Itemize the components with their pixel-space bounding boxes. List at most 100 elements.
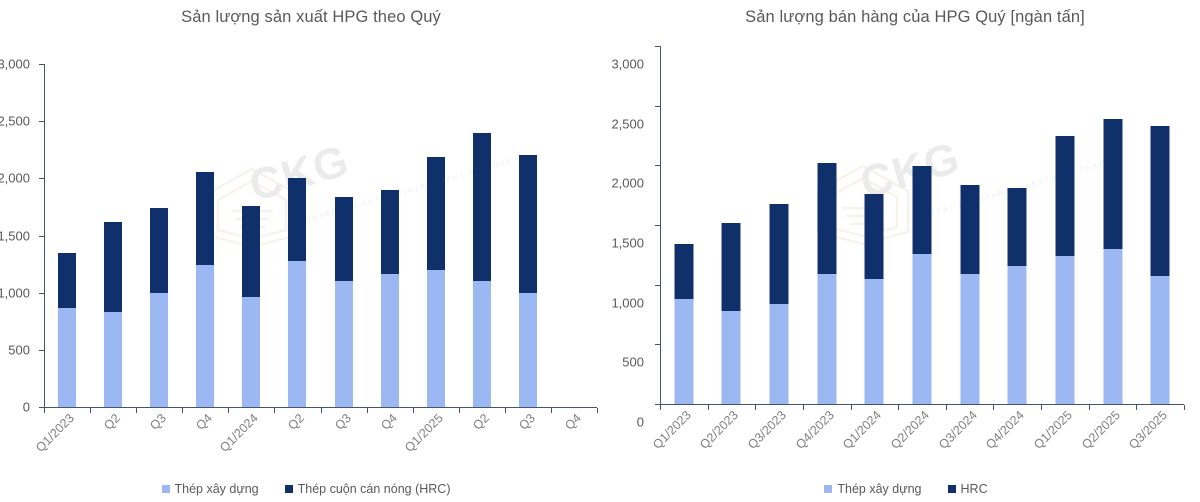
bar-segment[interactable] — [58, 252, 77, 308]
bar-segment[interactable] — [104, 221, 123, 313]
stacked-bar[interactable] — [196, 172, 215, 407]
legend-item[interactable]: Thép cuộn cán nóng (HRC) — [284, 482, 450, 496]
stacked-bar[interactable] — [960, 185, 980, 404]
bar-slot[interactable] — [228, 64, 274, 407]
bar-segment[interactable] — [912, 165, 932, 254]
stacked-bar[interactable] — [380, 189, 399, 407]
bar-segment[interactable] — [288, 178, 307, 261]
bar-slot[interactable] — [367, 64, 413, 407]
bar-slot[interactable] — [1089, 46, 1137, 404]
stacked-bar[interactable] — [334, 196, 353, 407]
sales-x-axis — [660, 404, 1184, 405]
bar-segment[interactable] — [334, 196, 353, 282]
bar-segment[interactable] — [518, 292, 537, 407]
bar-slot[interactable] — [946, 46, 994, 404]
bar-segment[interactable] — [518, 155, 537, 293]
bar-segment[interactable] — [1103, 248, 1123, 404]
bar-segment[interactable] — [196, 265, 215, 407]
bar-segment[interactable] — [472, 132, 491, 282]
stacked-bar[interactable] — [1103, 119, 1123, 404]
bar-segment[interactable] — [426, 156, 445, 270]
stacked-bar[interactable] — [864, 194, 884, 404]
bar-segment[interactable] — [104, 312, 123, 407]
x-tick-mark — [320, 408, 322, 413]
bar-segment[interactable] — [769, 203, 789, 304]
bar-segment[interactable] — [288, 260, 307, 407]
bar-slot[interactable] — [755, 46, 803, 404]
bar-segment[interactable] — [380, 189, 399, 275]
stacked-bar[interactable] — [58, 252, 77, 407]
bar-segment[interactable] — [242, 205, 261, 298]
bar-slot[interactable] — [898, 46, 946, 404]
bar-slot[interactable] — [1136, 46, 1184, 404]
bar-slot[interactable] — [274, 64, 320, 407]
stacked-bar[interactable] — [242, 205, 261, 407]
bar-segment[interactable] — [674, 299, 694, 404]
bar-segment[interactable] — [864, 278, 884, 404]
stacked-bar[interactable] — [817, 162, 837, 404]
bar-slot[interactable] — [459, 64, 505, 407]
bar-slot[interactable] — [851, 46, 899, 404]
bar-segment[interactable] — [960, 273, 980, 404]
bar-segment[interactable] — [912, 253, 932, 404]
bar-segment[interactable] — [426, 269, 445, 407]
bar-segment[interactable] — [960, 185, 980, 274]
bar-slot[interactable] — [44, 64, 90, 407]
stacked-bar[interactable] — [912, 165, 932, 404]
bar-slot[interactable] — [660, 46, 708, 404]
bar-slot[interactable] — [413, 64, 459, 407]
bar-slot[interactable] — [1041, 46, 1089, 404]
bar-slot[interactable] — [708, 46, 756, 404]
bar-segment[interactable] — [1055, 135, 1075, 257]
bar-segment[interactable] — [334, 281, 353, 407]
x-tick-label: Q2/2024 — [888, 408, 932, 452]
bar-segment[interactable] — [721, 222, 741, 311]
bar-segment[interactable] — [380, 274, 399, 407]
bar-segment[interactable] — [1150, 125, 1170, 277]
x-tick-mark — [993, 405, 995, 410]
bar-slot[interactable] — [993, 46, 1041, 404]
bar-segment[interactable] — [472, 281, 491, 407]
bar-segment[interactable] — [674, 244, 694, 299]
legend-item[interactable]: HRC — [947, 482, 988, 496]
bar-segment[interactable] — [721, 310, 741, 404]
stacked-bar[interactable] — [674, 244, 694, 404]
stacked-bar[interactable] — [769, 203, 789, 404]
legend-label: HRC — [960, 482, 988, 496]
stacked-bar[interactable] — [472, 132, 491, 407]
stacked-bar[interactable] — [721, 222, 741, 404]
stacked-bar[interactable] — [518, 155, 537, 407]
bar-slot[interactable] — [90, 64, 136, 407]
bar-slot[interactable] — [803, 46, 851, 404]
bar-segment[interactable] — [150, 208, 169, 293]
bar-slot[interactable] — [136, 64, 182, 407]
legend-item[interactable]: Thép xây dựng — [824, 482, 922, 496]
stacked-bar[interactable] — [1150, 125, 1170, 404]
stacked-bar[interactable] — [104, 221, 123, 407]
bar-segment[interactable] — [1150, 276, 1170, 404]
stacked-bar[interactable] — [288, 178, 307, 407]
bar-segment[interactable] — [1103, 119, 1123, 249]
bar-segment[interactable] — [1055, 256, 1075, 404]
y-tick-label: 1,500 — [611, 235, 644, 251]
stacked-bar[interactable] — [426, 156, 445, 407]
bar-segment[interactable] — [769, 303, 789, 404]
legend-item[interactable]: Thép xây dựng — [161, 482, 259, 496]
stacked-bar[interactable] — [1055, 135, 1075, 404]
stacked-bar[interactable] — [1007, 188, 1027, 404]
bar-segment[interactable] — [242, 297, 261, 407]
bar-segment[interactable] — [1007, 188, 1027, 266]
bar-segment[interactable] — [864, 194, 884, 279]
production-chart-panel: Sản lượng sản xuất HPG theo Quý 0 500 1,00… — [0, 8, 598, 496]
bar-slot[interactable] — [182, 64, 228, 407]
bar-slot[interactable] — [320, 64, 366, 407]
bar-slot[interactable] — [505, 64, 551, 407]
bar-segment[interactable] — [817, 162, 837, 274]
bar-segment[interactable] — [196, 172, 215, 266]
stacked-bar[interactable] — [150, 208, 169, 407]
bar-slot[interactable] — [551, 64, 597, 407]
bar-segment[interactable] — [58, 307, 77, 407]
bar-segment[interactable] — [1007, 265, 1027, 404]
bar-segment[interactable] — [817, 273, 837, 404]
bar-segment[interactable] — [150, 292, 169, 407]
